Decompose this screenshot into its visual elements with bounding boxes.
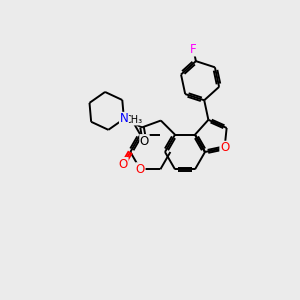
Text: O: O: [119, 158, 128, 171]
Text: F: F: [190, 43, 197, 56]
Text: O: O: [140, 135, 149, 148]
Text: N: N: [120, 112, 128, 125]
Text: CH₃: CH₃: [125, 115, 143, 125]
Text: O: O: [136, 163, 145, 176]
Text: O: O: [220, 141, 229, 154]
